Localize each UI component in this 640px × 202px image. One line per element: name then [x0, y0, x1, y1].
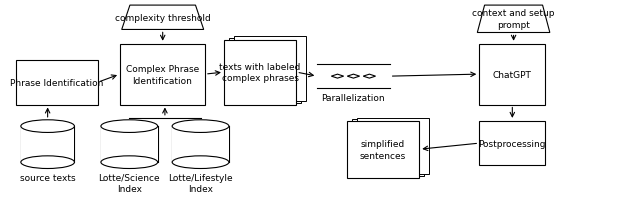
Text: source texts: source texts: [20, 173, 76, 182]
Text: context and setup
prompt: context and setup prompt: [472, 9, 555, 30]
Bar: [101, 126, 157, 162]
Bar: [479, 121, 545, 166]
Ellipse shape: [172, 156, 229, 169]
Text: ChatGPT: ChatGPT: [493, 70, 532, 79]
Text: simplified
sentences: simplified sentences: [360, 139, 406, 160]
Bar: [120, 44, 205, 105]
Text: Lotte/Science
Index: Lotte/Science Index: [99, 173, 160, 193]
Bar: [352, 120, 424, 176]
Bar: [172, 126, 229, 162]
Text: Parallelization: Parallelization: [322, 94, 385, 103]
Bar: [16, 61, 98, 105]
Text: complexity threshold: complexity threshold: [115, 14, 211, 23]
Polygon shape: [477, 6, 550, 33]
Text: Postprocessing: Postprocessing: [479, 139, 546, 148]
Ellipse shape: [101, 120, 157, 133]
Ellipse shape: [21, 156, 74, 169]
Bar: [357, 118, 429, 175]
Bar: [234, 37, 307, 102]
Text: Lotte/Lifestyle
Index: Lotte/Lifestyle Index: [168, 173, 233, 193]
Bar: [347, 121, 419, 178]
Ellipse shape: [172, 120, 229, 133]
Text: Phrase Identification: Phrase Identification: [10, 78, 104, 87]
Ellipse shape: [101, 156, 157, 169]
Text: texts with labeled
complex phrases: texts with labeled complex phrases: [220, 62, 301, 83]
Polygon shape: [364, 75, 376, 79]
Polygon shape: [332, 75, 344, 79]
Polygon shape: [122, 6, 204, 30]
Bar: [229, 39, 301, 103]
Bar: [21, 126, 74, 162]
Text: Complex Phrase
Identification: Complex Phrase Identification: [126, 64, 199, 85]
Polygon shape: [348, 75, 360, 79]
Bar: [224, 40, 296, 105]
Bar: [479, 44, 545, 105]
Ellipse shape: [21, 120, 74, 133]
